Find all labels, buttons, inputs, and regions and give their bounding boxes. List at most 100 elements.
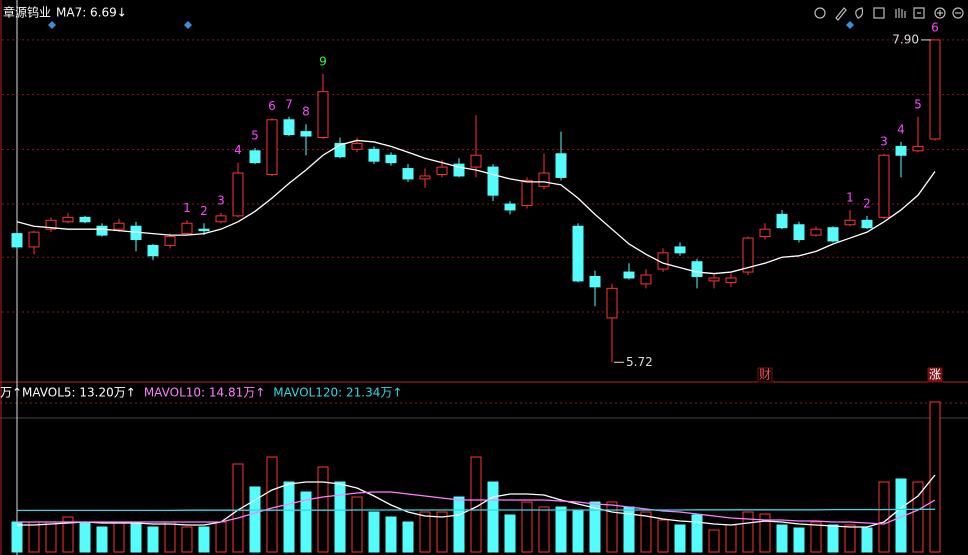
ma-label: MA7: 6.69↓ [56,6,127,20]
candle-body [691,261,703,277]
volume-bar [487,481,499,553]
volume-ma-line [17,508,936,512]
candle-body [300,131,312,137]
td-count: 9 [319,54,327,68]
volume-bar [130,521,142,553]
candle-body [436,166,448,175]
hand-icon[interactable] [895,8,906,18]
zoom-out-icon[interactable] [952,7,964,19]
flag-box [927,367,943,383]
flag-text: 涨 [929,367,941,382]
volume-bar [368,511,380,553]
volume-bar [606,501,618,553]
candle-body [623,271,635,279]
legend-entry: MAVOL5: 13.20万↑ [22,386,136,400]
td-count: 7 [285,97,293,111]
candle-body [708,277,720,282]
box-icon[interactable] [873,7,885,19]
candle-body [674,246,686,254]
toolbar [814,7,964,21]
zoom-icon[interactable] [913,7,925,19]
candle-body [470,154,482,168]
candle-body [351,142,363,150]
volume-bar [283,481,295,553]
volume-bar [164,521,176,553]
td-count: 6 [931,20,939,34]
volume-bar [113,521,125,553]
td-count: 3 [217,193,225,207]
volume-bar [521,501,533,553]
candle-body [28,231,40,248]
candle-body [504,203,516,211]
candle-body [198,228,210,232]
volume-bar [79,521,91,553]
volume-bar [793,527,805,553]
settings-icon[interactable] [814,7,826,19]
ma-line [16,139,936,275]
pen-icon[interactable] [855,7,864,19]
volume-bar [810,521,822,553]
candle-body [368,148,380,162]
volume-bar [351,496,363,553]
volume-bar [912,481,924,553]
candle-body [844,219,856,226]
volume-bar [759,513,771,553]
volume-bar [317,466,329,553]
candle-body [334,142,346,158]
candle-body [912,145,924,152]
candle-body [759,228,771,238]
volume-ma-line [17,491,936,525]
candle-body [45,219,57,230]
volume-bar [742,511,754,553]
volume-bar [28,521,40,553]
candle-body [895,145,907,156]
high-label: 7.90 [892,32,919,46]
volume-bar [249,486,261,553]
volume-bar [300,491,312,553]
volume-bar [776,524,788,553]
volume-bar [725,524,737,553]
volume-bar [691,514,703,553]
candle-body [147,244,159,257]
candle-body [113,222,125,230]
candle-body [827,227,839,242]
volume-bar [215,521,227,553]
volume-bar [878,481,890,553]
volume-bar [402,521,414,553]
volume-bar [96,526,108,553]
candle-body [555,153,567,178]
td-count: 4 [234,143,242,157]
candle-body [181,222,193,235]
volume-bar [708,529,720,553]
zoom-in-icon[interactable] [934,7,946,19]
candle-body [453,163,465,177]
candle-body [11,233,23,248]
volume-bar [929,401,941,553]
candle-body [79,216,91,223]
candle-body [419,175,431,180]
volume-bar [572,509,584,553]
td-count: 5 [914,97,922,111]
candle-body [640,274,652,285]
volume-bar [657,519,669,553]
volume-ma-line [17,474,936,528]
candle-body [929,39,941,140]
volume-bar [538,506,550,553]
volume-bar [861,527,873,553]
volume-bar [147,526,159,553]
candle-body [606,287,618,319]
volume-bar [198,526,210,553]
candle-body [402,168,414,180]
candle-body [249,150,261,164]
volume-bar [385,516,397,553]
volume-bar [419,511,431,553]
volume-bar [453,496,465,553]
td-count: 4 [897,122,905,136]
low-label: 5.72 [626,355,653,369]
candle-body [878,154,890,218]
draw-icon[interactable] [835,7,847,21]
plus [937,10,943,16]
td-count: 2 [200,204,208,218]
stock-name: 章源钨业 [3,5,51,20]
